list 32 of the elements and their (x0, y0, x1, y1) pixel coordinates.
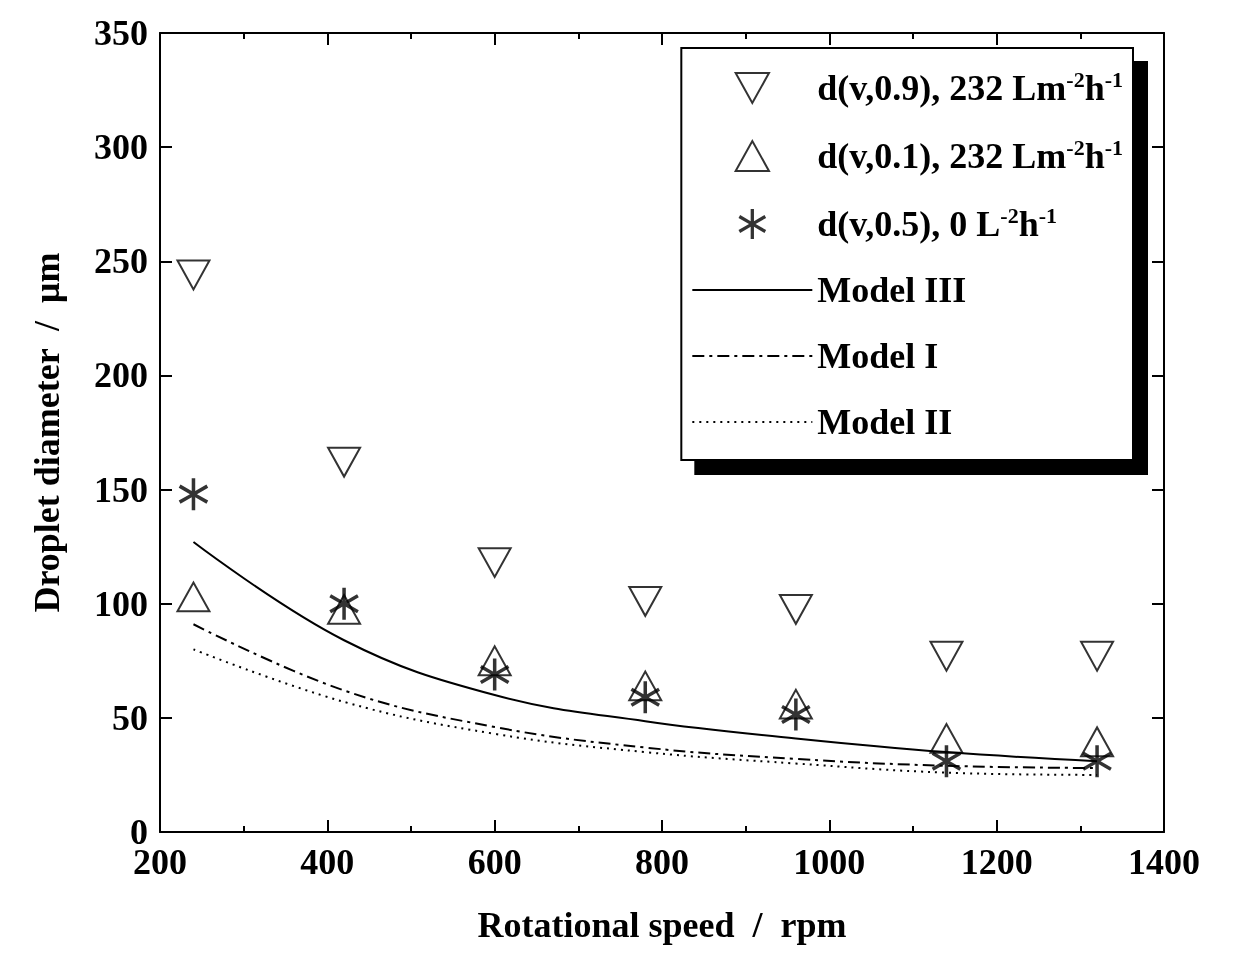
point (778, 594, 813, 625)
point (1082, 745, 1112, 778)
y-tick-label: 300 (94, 127, 148, 168)
x-tick-label: 1000 (793, 842, 866, 882)
point (477, 547, 512, 579)
legend-label: Model II (817, 402, 953, 442)
legend-label: Model I (817, 336, 939, 376)
x-tick-label: 400 (300, 842, 355, 882)
point (929, 640, 964, 672)
y-tick-label: 350 (94, 13, 148, 53)
y-tick-label: 150 (94, 469, 148, 510)
x-tick-label: 1400 (1128, 842, 1200, 882)
y-tick-label: 200 (94, 355, 148, 396)
point (329, 587, 359, 620)
x-tick-label: 800 (635, 842, 689, 882)
point (178, 478, 209, 511)
point (1080, 640, 1115, 672)
point (176, 581, 211, 613)
y-tick-label: 100 (94, 583, 148, 624)
legend-label: Model III (817, 270, 967, 310)
point (628, 586, 663, 617)
y-tick-label: 250 (94, 241, 148, 282)
y-tick-label: 50 (112, 697, 148, 738)
x-tick-label: 1200 (960, 842, 1033, 882)
x-tick-label: 600 (467, 842, 522, 882)
x-axis-title: Rotational speed / rpm (477, 905, 847, 945)
point (176, 259, 211, 291)
y-axis-title: Droplet diameter / μm (27, 252, 67, 613)
point (630, 681, 660, 714)
point (479, 658, 510, 691)
point (327, 446, 362, 478)
point (781, 698, 811, 731)
